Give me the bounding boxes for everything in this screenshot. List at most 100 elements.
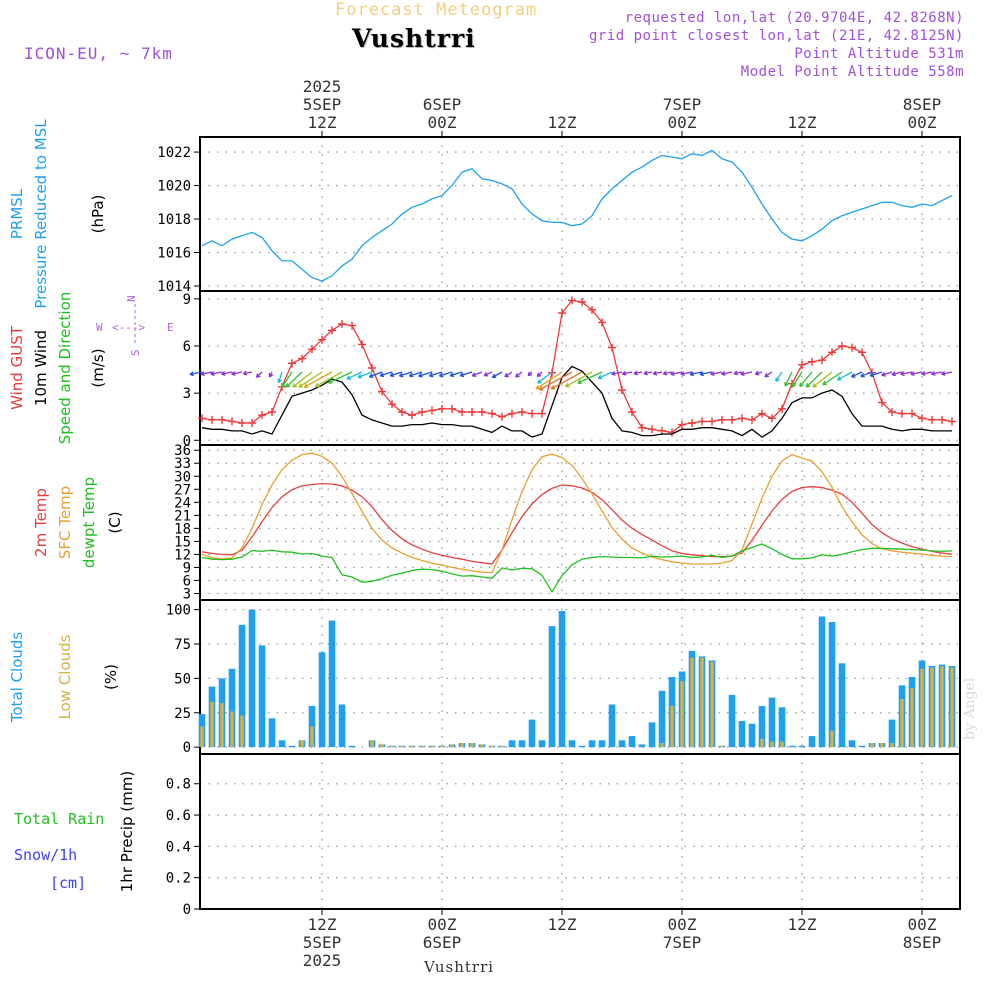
wind-arrow-head	[379, 372, 385, 378]
top-time-label: 12Z	[308, 113, 337, 132]
panel-frame	[199, 290, 961, 446]
gust-marker	[428, 406, 436, 415]
total-cloud-bar	[838, 663, 846, 748]
wind-arrow	[822, 371, 843, 386]
wind-arrow	[231, 371, 243, 375]
wind-arrow	[389, 371, 403, 377]
wind-arrow	[304, 371, 333, 388]
gust-marker	[498, 412, 506, 421]
gust-marker	[928, 415, 936, 424]
wind-arrow	[471, 371, 483, 377]
panel-frame	[199, 444, 961, 601]
wind-arrow	[611, 371, 623, 375]
gust-marker	[238, 419, 246, 427]
gust-marker	[848, 343, 856, 352]
total-cloud-bar	[888, 719, 896, 748]
low-cloud-bar	[890, 743, 894, 748]
total-cloud-bar	[258, 645, 266, 748]
low-cloud-bar	[400, 745, 404, 748]
low-cloud-bar	[490, 745, 494, 748]
total-cloud-bar	[528, 719, 536, 748]
wind-arrow-head	[764, 372, 769, 378]
gust-marker	[348, 321, 356, 330]
total-cloud-bar	[228, 668, 236, 748]
wind-arrow	[881, 371, 893, 376]
total-cloud-bar	[318, 652, 326, 748]
low-cloud-bar	[420, 745, 424, 748]
gust-marker	[858, 348, 866, 357]
axis-label: Speed and Direction	[56, 292, 74, 445]
unit-label: (m/s)	[89, 348, 107, 387]
wind-arrow	[710, 371, 723, 375]
wind-arrow	[663, 371, 673, 375]
wind-arrow-head	[408, 372, 414, 378]
wind-arrow	[483, 371, 493, 377]
panel-0: 1014 1016 1018 1020 1022 PRMSL Pressure Reduce…	[8, 119, 961, 309]
wind-arrow-head	[368, 373, 374, 379]
low-cloud-bar	[670, 705, 674, 748]
wind-arrow	[409, 371, 423, 377]
y-tick-label: 1020	[157, 179, 191, 195]
gust-marker	[578, 298, 586, 306]
gust-marker	[818, 356, 826, 365]
low-cloud-bar	[720, 745, 724, 748]
top-time-label: 5SEP	[303, 95, 342, 114]
wind-arrow	[285, 371, 303, 388]
wind-arrow	[733, 371, 743, 375]
low-cloud-bar	[200, 726, 204, 748]
wind-arrow-head	[805, 382, 811, 388]
gust-marker	[628, 408, 636, 416]
wind-arrow	[775, 371, 783, 382]
low-cloud-bar	[760, 738, 764, 748]
wind-arrow	[535, 371, 563, 390]
gust-marker	[908, 409, 916, 418]
gust-marker	[408, 411, 416, 420]
axis-label: 10m Wind	[32, 330, 50, 406]
wind-arrow-head	[652, 370, 658, 376]
total-cloud-bar	[758, 705, 766, 748]
total-cloud-bar	[778, 707, 786, 748]
wind-arrow-head	[775, 377, 780, 382]
wind-arrow	[537, 371, 553, 384]
wind-arrow-head	[689, 371, 694, 377]
total-cloud-bar	[848, 740, 856, 748]
gust-marker	[218, 415, 226, 424]
gust-marker	[298, 354, 306, 363]
wind-compass: W E <---> N S	[96, 295, 174, 356]
total-cloud-bar	[828, 622, 836, 748]
wind-arrow-head	[277, 378, 282, 384]
wind-arrow-head	[389, 372, 395, 378]
wind-arrow-head	[504, 372, 509, 378]
gust-marker	[738, 414, 746, 423]
wind-arrow-head	[881, 371, 886, 377]
compass-we-arrow: <--->	[112, 321, 145, 334]
wind-arrow-head	[527, 371, 533, 377]
wind-arrow	[565, 371, 593, 388]
wind-arrow	[622, 371, 633, 375]
wind-arrow	[243, 371, 253, 375]
wind-arrow	[791, 371, 803, 388]
total-cloud-bar	[808, 736, 816, 748]
wind-arrow-head	[740, 371, 745, 377]
gust-marker	[588, 305, 596, 314]
wind-arrow	[837, 371, 853, 381]
gust-marker	[698, 417, 706, 426]
y-tick-label: 18	[174, 521, 191, 537]
rain-label: Total Rain	[14, 810, 104, 828]
wind-arrow	[399, 371, 413, 377]
total-cloud-bar	[748, 723, 756, 748]
axis-label: Total Clouds	[8, 632, 26, 724]
wind-arrow-head	[851, 373, 856, 378]
bottom-time-label: 00Z	[908, 915, 937, 934]
gust-marker	[368, 364, 376, 372]
wind-arrow-head	[298, 383, 304, 388]
low-cloud-bar	[410, 745, 414, 748]
wind-arrow	[643, 371, 653, 375]
gust-marker	[488, 409, 496, 418]
gust-marker	[798, 360, 806, 369]
wind-arrow	[740, 371, 753, 375]
wind-arrow-head	[791, 382, 796, 388]
wind-arrow-head	[242, 370, 248, 376]
series-line-sfc-temp	[201, 452, 953, 574]
wind-arrow	[429, 371, 443, 377]
